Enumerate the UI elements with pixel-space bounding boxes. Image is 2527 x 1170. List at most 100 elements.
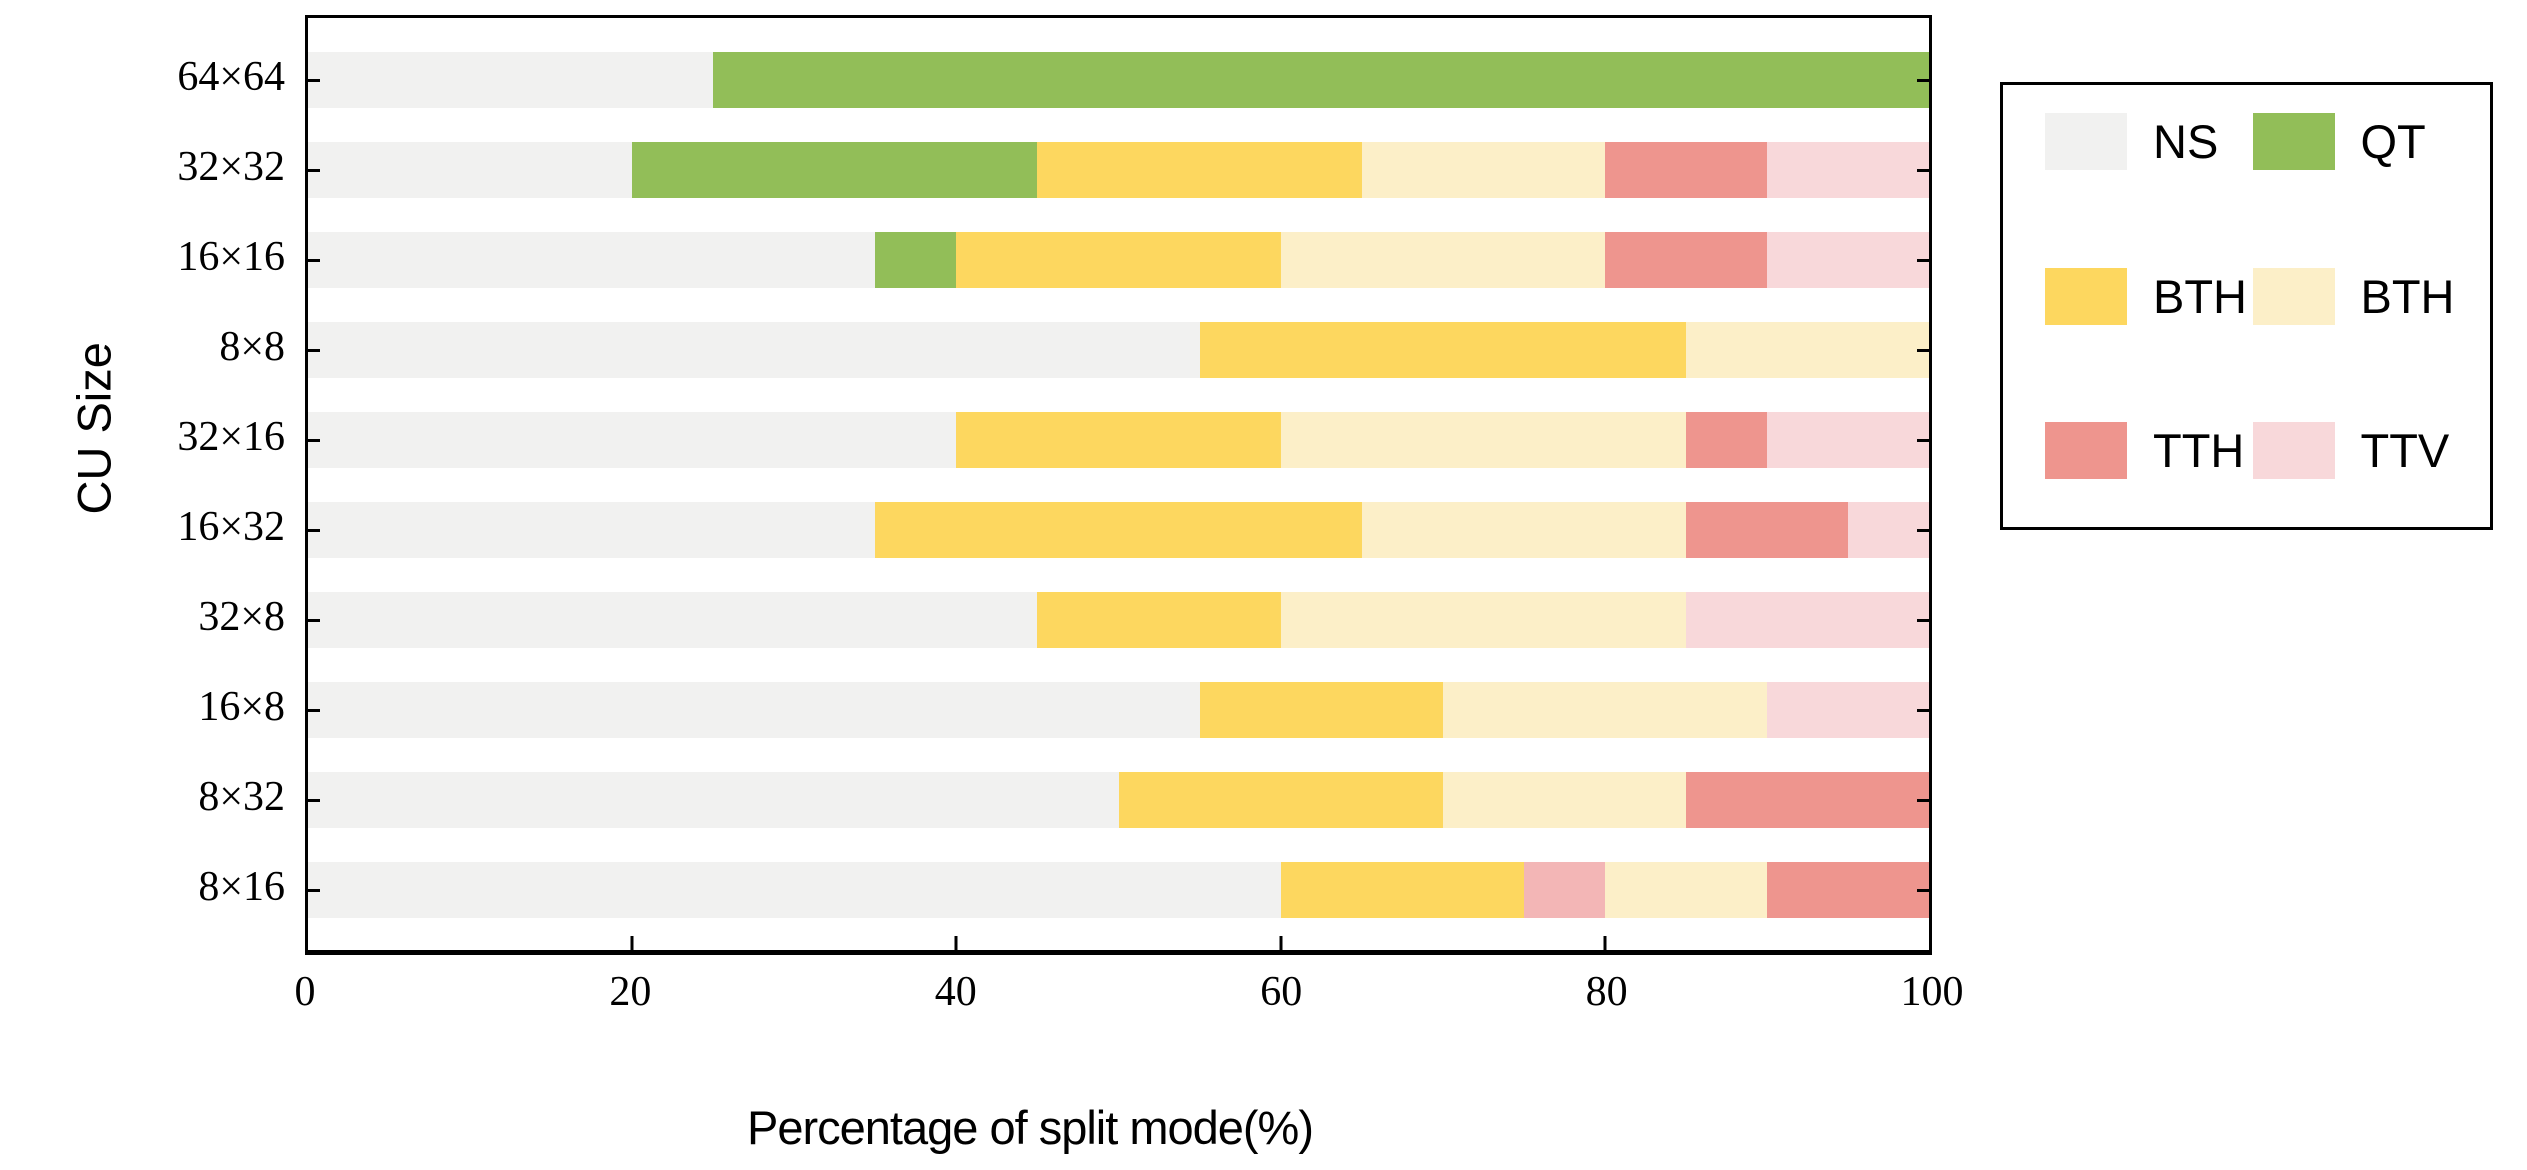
legend-item-qt: QT [2252,113,2461,170]
y-axis-tick [308,349,320,352]
legend-swatch-btv [2252,267,2335,325]
y-axis-tick [1917,169,1929,172]
y-axis-tick [1917,709,1929,712]
bar-row-16x16 [308,232,1929,288]
bar-segment-bth [875,502,1362,558]
bar-segment-btv [1604,862,1767,918]
bar-row-16x32 [308,502,1929,558]
y-axis-tick [1917,619,1929,622]
bar-segment-btv [1361,502,1686,558]
bar-segment-ns [308,322,1200,378]
bar-segment-btv [1280,232,1605,288]
bar-segment-ns [308,682,1200,738]
legend-row: TTH TTV [2045,422,2460,479]
bar-segment-ttv [1766,412,1929,468]
bar-row-8x8 [308,322,1929,378]
bar-row-64x64 [308,52,1929,108]
y-axis-tick [1917,349,1929,352]
y-axis-tick [308,799,320,802]
y-axis-tick [1917,889,1929,892]
y-tick-label: 32×8 [198,594,285,640]
legend-swatch-ttv [2252,422,2335,479]
legend-swatch-tth [2045,422,2127,479]
y-axis-tick [308,709,320,712]
bar-segment-bth [1037,142,1362,198]
y-tick-label: 64×64 [177,54,285,100]
bar-segment-bth [956,412,1281,468]
y-axis-tick [308,259,320,262]
y-tick-label: 16×8 [198,684,285,730]
bar-segment-ttv [1766,682,1929,738]
y-axis-tick [308,889,320,892]
legend-item-ttv: TTV [2252,422,2461,479]
bar-segment-bth [1199,322,1686,378]
y-axis-tick [1917,529,1929,532]
bar-row-32x8 [308,592,1929,648]
y-axis-tick [308,439,320,442]
y-axis-tick [308,529,320,532]
x-axis-tick [1603,936,1607,950]
legend-item-ns: NS [2045,113,2253,170]
bar-row-8x16 [308,862,1929,918]
legend-label: TTV [2360,424,2450,477]
bar-segment-tth [1685,772,1929,828]
legend-row: BTH BTH [2045,267,2460,325]
bar-segment-tth [1604,142,1767,198]
x-axis-tick [954,936,958,950]
bar-row-16x8 [308,682,1929,738]
x-axis-title: Percentage of split mode(%) [746,1101,1314,1154]
bar-segment-btv [1442,772,1686,828]
bar-segment-btv [1685,322,1929,378]
legend-row: NS QT [2045,113,2460,170]
y-tick-label: 8×16 [198,864,285,910]
bar-row-32x32 [308,142,1929,198]
bar-segment-ns [308,142,633,198]
bar-segment-ns [308,772,1119,828]
bar-segment-tth [1685,412,1767,468]
x-tick-label: 0 [294,969,316,1015]
x-tick-label: 20 [609,969,652,1015]
y-tick-label: 32×16 [177,414,285,460]
bar-segment-ns [308,502,876,558]
legend: NS QT BTH BTH TTH TTV [2000,82,2493,530]
y-axis-tick [1917,79,1929,82]
bar-segment-tth [1604,232,1767,288]
bar-segment-bth [1280,862,1524,918]
y-axis-tick [308,79,320,82]
legend-label: BTH [2153,269,2247,323]
y-axis-tick [1917,439,1929,442]
legend-label: QT [2360,115,2426,168]
legend-swatch-bth [2045,267,2127,325]
y-tick-label: 8×32 [198,774,285,820]
bar-segment-btv [1280,412,1686,468]
bar-segment-qt [632,142,1038,198]
bar-segment-btv [1361,142,1605,198]
legend-swatch-ns [2045,113,2127,170]
x-tick-label: 60 [1260,969,1303,1015]
bar-segment-ns [308,592,1038,648]
bar-segment-ns [308,862,1281,918]
bar-segment-ns [308,52,714,108]
bar-segment-ttv [1523,862,1605,918]
x-axis-tick [1279,936,1283,950]
bar-segment-bth [1037,592,1281,648]
y-tick-label: 8×8 [219,324,285,370]
legend-item-bth: BTH [2045,267,2253,325]
x-tick-label: 40 [934,969,977,1015]
legend-item-tth: TTH [2045,422,2253,479]
bar-segment-ttv [1766,232,1929,288]
bar-segment-ttv [1766,142,1929,198]
y-tick-label: 32×32 [177,144,285,190]
x-axis-tick-labels: 0 20 40 60 80 100 [295,968,1964,1028]
y-axis-title: CU Size [67,342,121,515]
bar-segment-btv [1442,682,1767,738]
x-axis-tick [630,936,634,950]
bar-segment-bth [956,232,1281,288]
x-tick-label: 80 [1585,969,1628,1015]
bar-segment-tth [1685,502,1848,558]
y-tick-label: 16×32 [177,504,285,550]
plot-area [305,15,1932,955]
legend-label: NS [2153,115,2219,168]
bar-segment-bth [1118,772,1443,828]
bar-segment-qt [713,52,1929,108]
